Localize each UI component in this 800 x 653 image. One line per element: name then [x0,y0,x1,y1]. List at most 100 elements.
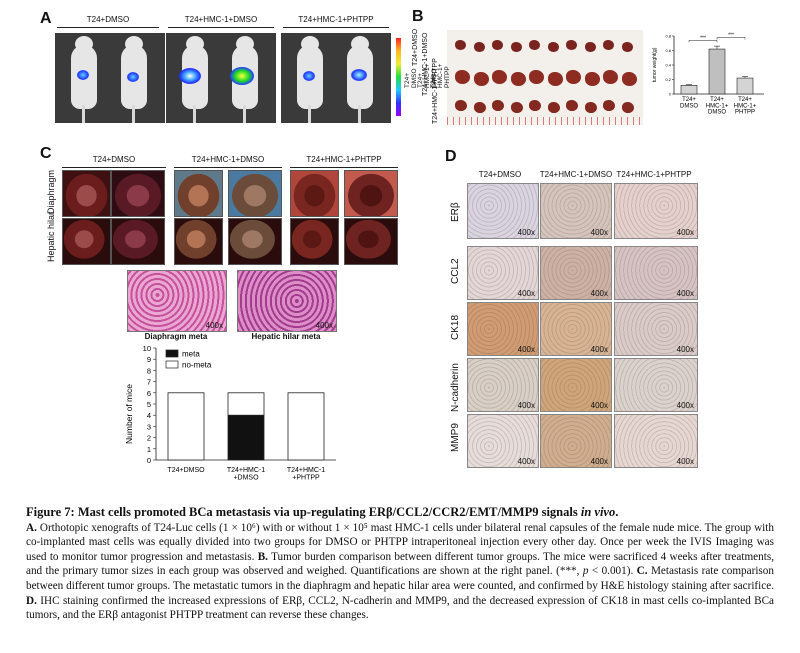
magnification-label: 400x [517,345,535,354]
diaphragm-photo [111,170,165,217]
ivis-image-hmc1-phtpp [281,33,391,123]
tumor-specimen [566,100,578,111]
panel-c-row-diaphragm: Diaphragm [46,169,56,214]
magnification-label: 400x [590,345,608,354]
y-tick-label: 4 [147,411,151,420]
ihc-marker-label: CK18 [450,314,461,340]
tumor-specimen [492,40,503,50]
he-diaphragm-label: Diaphragm meta [144,332,208,341]
diaphragm-photo [174,170,223,217]
legend-swatch [165,349,179,358]
bar-no-meta [167,392,205,461]
bar-no-meta [227,392,265,416]
metastasis-chart: 0 1 2 3 4 5 6 7 8 9 10 Number of mice T24+DMSO T24+HM… [124,344,336,481]
category-label: T24+DMSO [680,97,698,109]
sig-bracket [688,40,718,43]
panel-b-row-1: T24+DMSO [412,28,419,66]
ihc-marker-label: CCL2 [450,258,461,284]
bar [680,84,698,95]
tumor-specimen [510,72,526,86]
panel-d-group-2: T24+HMC-1+DMSO [539,170,613,179]
ihc-marker-label: N-cadherin [450,363,461,412]
magnification-label: 400x [517,228,535,237]
ihc-marker-label: MMP9 [450,423,461,452]
panel-c-letter: C [40,145,52,162]
category-label: T24+HMC-1+PHTPP [734,97,757,116]
ihc-image: 400x [467,302,539,356]
y-axis-label: tumor weight(g) [652,47,658,82]
tumor-specimen [529,70,544,84]
bar [708,48,726,95]
y-tick-label: 8 [147,366,151,375]
tumor-specimen [455,70,470,84]
panel-c-row-hepatic: Hepatic hilar [46,211,56,262]
sig-label: *** [700,35,706,41]
panel-c-group-2: T24+HMC-1+DMSO [191,155,265,164]
y-tick-label: 9 [147,355,151,364]
tumor-specimen [473,102,486,113]
y-tick-label: 0 [669,92,672,97]
y-tick-label: 5 [147,400,151,409]
tumor-weight-chart: 0 0.2 0.4 0.6 0.8 T24+ DMSO T24+ HMC-1+ DMSO T24+ H… [652,32,764,116]
y-tick-label: 6 [147,389,151,398]
ihc-image: 400x [614,358,698,412]
tumor-specimen [547,72,563,86]
tumor-specimen [566,40,577,50]
magnification-label: 400x [676,401,694,410]
panel-c-group-1: T24+DMSO [92,155,136,164]
magnification-label: 400x [517,289,535,298]
panel-d-group-3: T24+HMC-1+PHTPP [616,170,692,179]
tumor-specimen [621,102,634,113]
ihc-image: 400x [614,246,698,300]
bar-no-meta [287,392,325,461]
tumor-specimen [492,100,504,111]
ihc-image: 400x [467,183,539,239]
category-label: T24+HMC-1+DMSO [706,97,729,116]
magnification-label: 400x [590,289,608,298]
y-tick-label: 0.8 [665,34,671,39]
ihc-image: 400x [540,183,612,239]
caption-title: Figure 7: Mast cells promoted BCa metast… [26,505,581,519]
magnification-label: 400x [517,401,535,410]
ihc-image: 400x [540,302,612,356]
ihc-image: 400x [540,414,612,468]
bar-meta [227,414,265,461]
sig-bracket [716,37,746,40]
hepatic-hilar-photo [228,218,282,265]
y-tick-label: 7 [147,378,151,387]
tumor-specimen [455,100,467,111]
tumor-specimen [455,40,466,50]
figure-caption: Figure 7: Mast cells promoted BCa metast… [26,505,774,622]
ihc-image: 400x [614,414,698,468]
magnification-label: 400x [590,228,608,237]
sig-label: *** [728,32,734,38]
luminescence-colorbar [396,38,401,116]
tumor-specimen [584,72,600,86]
magnification-label: 400x [590,457,608,466]
tumor-specimen [621,42,633,52]
tumor-specimen [529,100,541,111]
legend-label: meta [182,350,200,359]
tumor-specimen [510,42,522,52]
legend-swatch [165,360,179,369]
he-hepatic-image: 400x [237,270,337,332]
ihc-image: 400x [467,414,539,468]
bar [736,77,754,95]
magnification-label: 400x [517,457,535,466]
magnification-label: 400x [676,345,694,354]
panel-d-group-1: T24+DMSO [478,170,522,179]
ihc-image: 400x [467,246,539,300]
tumor-specimen [473,42,485,52]
ruler [447,117,643,125]
y-tick-label: 1 [147,445,151,454]
tumor-specimen [584,102,597,113]
ihc-image: 400x [614,302,698,356]
ihc-image: 400x [467,358,539,412]
ihc-marker-label: ERβ [450,202,461,222]
tumor-specimen [473,72,489,86]
magnification-label: 400x [676,457,694,466]
y-tick-label: 0.6 [665,48,671,53]
ihc-image: 400x [540,358,612,412]
y-tick-label: 0 [147,456,151,465]
magnification-label: 400x [590,401,608,410]
